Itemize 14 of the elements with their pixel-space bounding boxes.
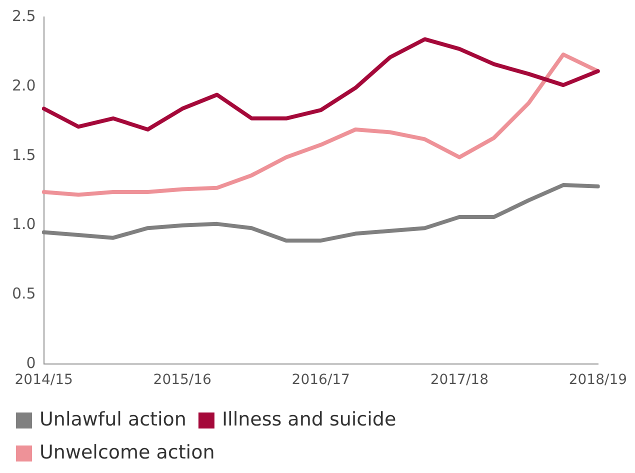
x-tick-label: 2017/18 xyxy=(430,372,488,388)
x-tick-label: 2016/17 xyxy=(292,372,350,388)
y-tick-label: 1.5 xyxy=(12,146,36,164)
x-tick-label: 2018/19 xyxy=(568,372,628,388)
x-tick-label: 2014/15 xyxy=(14,372,73,388)
y-tick-label: 2.0 xyxy=(12,76,36,94)
y-tick-label: 1.0 xyxy=(12,215,36,234)
y-tick-label: 0 xyxy=(26,354,36,372)
legend-label: Illness and suicide xyxy=(222,408,396,430)
x-tick-label: 2015/16 xyxy=(153,372,212,388)
y-tick-label: 0.5 xyxy=(12,284,36,303)
legend-label: Unwelcome action xyxy=(40,441,215,464)
y-tick-label: 2.5 xyxy=(12,6,36,25)
legend-label: Unlawful action xyxy=(40,408,186,430)
